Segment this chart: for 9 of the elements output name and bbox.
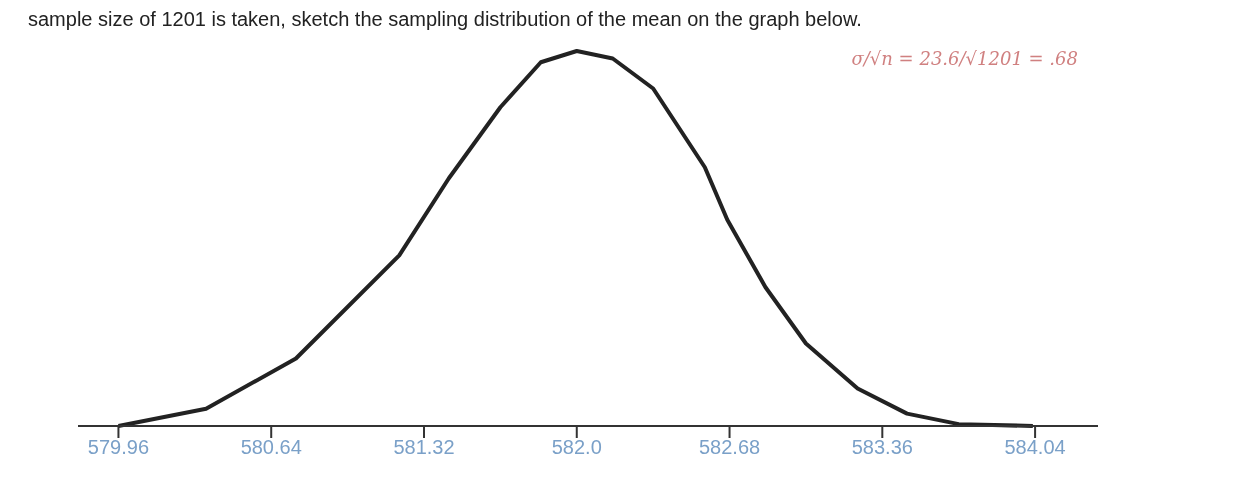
x-tick-label: 582.0 (551, 436, 602, 459)
x-tick-label: 583.36 (851, 436, 913, 459)
x-tick-label: 581.32 (393, 436, 455, 459)
x-tick-label: 580.64 (240, 436, 302, 459)
x-tick-label: 582.68 (698, 436, 761, 459)
chart-title: sample size of 1201 is taken, sketch the sampling distribution of the mean on the graph below. (27, 8, 863, 32)
x-tick-label: 584.04 (1004, 436, 1066, 459)
annotation: σ/√n = 23.6/√1201 = .68 (851, 48, 1078, 69)
x-tick-label: 579.96 (87, 436, 150, 459)
